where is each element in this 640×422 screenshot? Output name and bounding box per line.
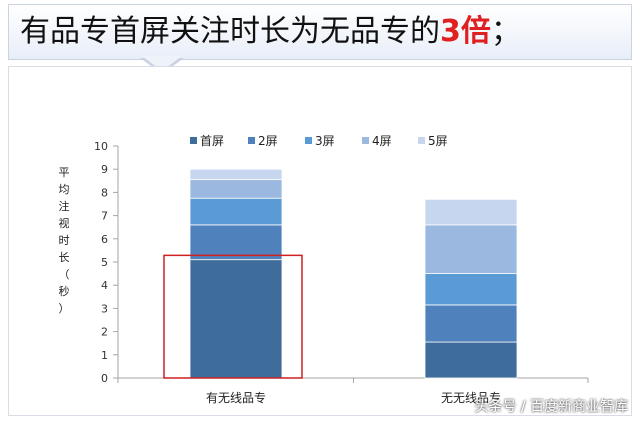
legend-swatch — [248, 137, 255, 144]
y-tick-label: 3 — [101, 302, 108, 315]
y-tick-label: 9 — [101, 163, 108, 176]
bars — [189, 168, 518, 379]
bar-segment — [424, 304, 518, 343]
legend-label: 4屏 — [372, 134, 392, 148]
bar-segment — [189, 224, 283, 261]
watermark: 头条号 / 百度新商业智库 — [474, 399, 628, 415]
y-tick-label: 0 — [101, 372, 108, 385]
legend-swatch — [190, 137, 197, 144]
bar-segment — [189, 259, 283, 379]
bar-segment — [424, 224, 518, 275]
chart-frame — [8, 66, 632, 416]
y-axis-title: 平均注视时长（秒） — [59, 166, 70, 315]
headline-banner — [8, 4, 632, 60]
y-tick-label: 4 — [101, 279, 108, 292]
bar-segment — [189, 179, 283, 199]
legend-label: 2屏 — [258, 134, 278, 148]
legend-swatch — [362, 137, 369, 144]
y-tick-label: 8 — [101, 186, 108, 199]
legend-label: 5屏 — [428, 134, 448, 148]
headline-suffix: ； — [490, 14, 521, 49]
y-tick-label: 6 — [101, 233, 108, 246]
legend-swatch — [418, 137, 425, 144]
highlight-box — [163, 254, 303, 379]
bar-segment — [424, 198, 518, 226]
bar-segment — [424, 341, 518, 379]
legend: 首屏 2屏 3屏 4屏 5屏 — [190, 134, 448, 148]
headline-highlight: 3倍 — [440, 14, 491, 49]
legend-label: 首屏 — [200, 134, 224, 148]
y-tick-label: 10 — [94, 140, 108, 153]
y-tick-label: 2 — [101, 326, 108, 339]
y-tick-label: 5 — [101, 256, 108, 269]
bar-segment — [424, 273, 518, 306]
x-tick-label: 无无线品专 — [441, 390, 501, 405]
y-tick-label: 7 — [101, 210, 108, 223]
headline-prefix: 有品专首屏关注时长为无品专的 — [20, 14, 440, 49]
bar-segment — [189, 197, 283, 226]
bar-segment — [189, 168, 283, 181]
y-axis-label: 平均注视时长（秒） — [59, 166, 70, 315]
headline: 有品专首屏关注时长为无品专的3倍； — [20, 8, 521, 56]
y-tick-label: 1 — [101, 349, 108, 362]
x-tick-label: 有无线品专 — [206, 390, 266, 405]
legend-swatch — [305, 137, 312, 144]
highlight-box-group — [163, 254, 303, 379]
legend-label: 3屏 — [315, 134, 335, 148]
